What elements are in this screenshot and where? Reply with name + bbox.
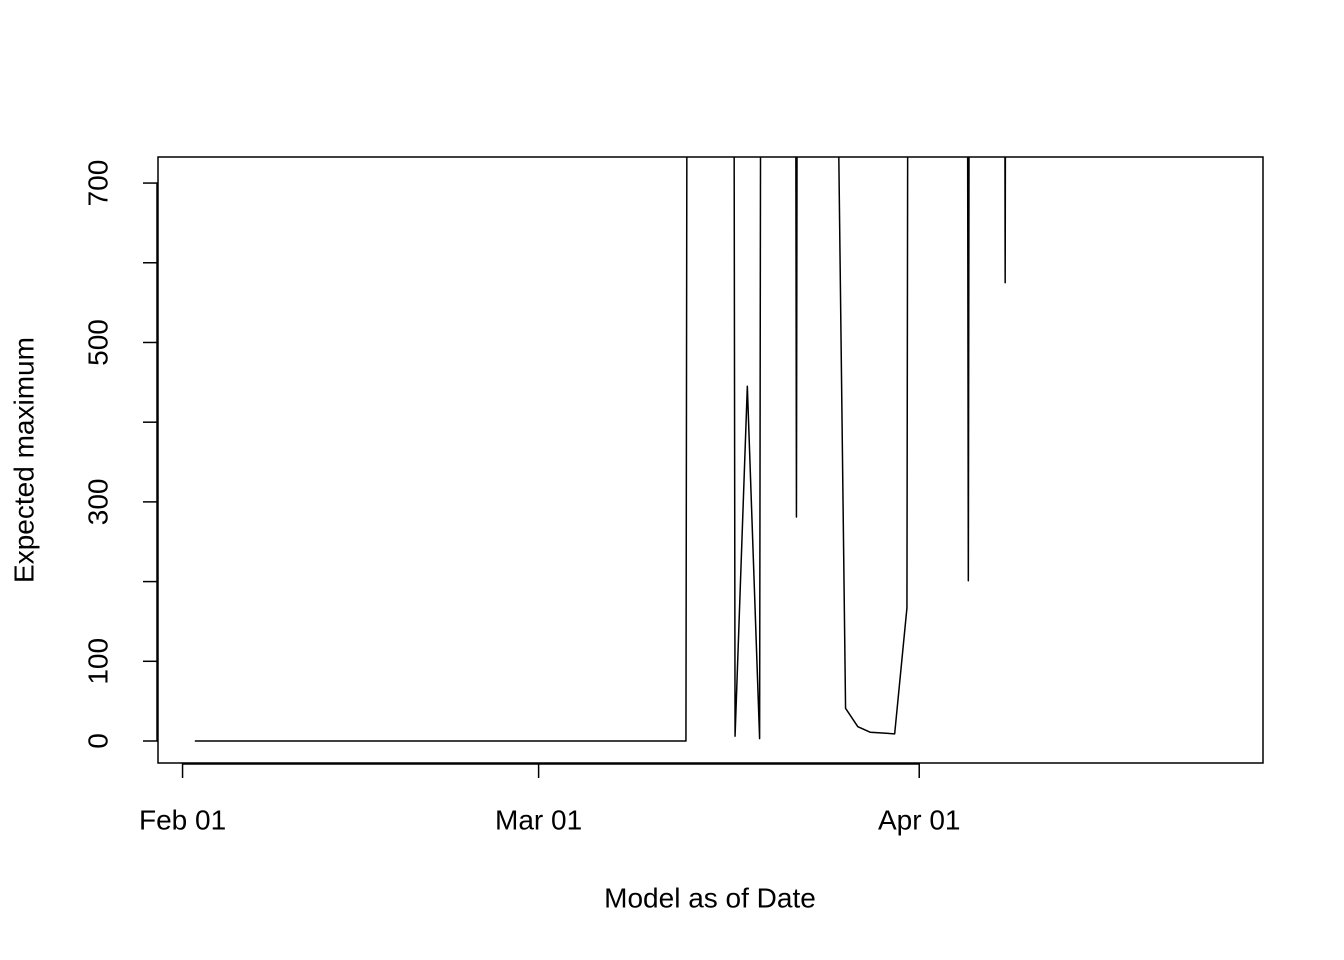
x-axis-title: Model as of Date: [604, 882, 816, 913]
y-axis-title: Expected maximum: [8, 337, 39, 583]
y-tick-label: 100: [82, 638, 113, 685]
x-tick-label: Mar 01: [495, 804, 582, 835]
y-tick-label: 0: [82, 733, 113, 749]
x-tick-label: Apr 01: [878, 804, 961, 835]
plot-area: [194, 157, 1007, 742]
y-tick-label: 700: [82, 160, 113, 207]
x-tick-label: Feb 01: [139, 804, 226, 835]
data-line: [194, 157, 1007, 742]
plot-frame: [157, 156, 1264, 764]
y-tick-label: 300: [82, 479, 113, 526]
y-tick-label: 500: [82, 319, 113, 366]
